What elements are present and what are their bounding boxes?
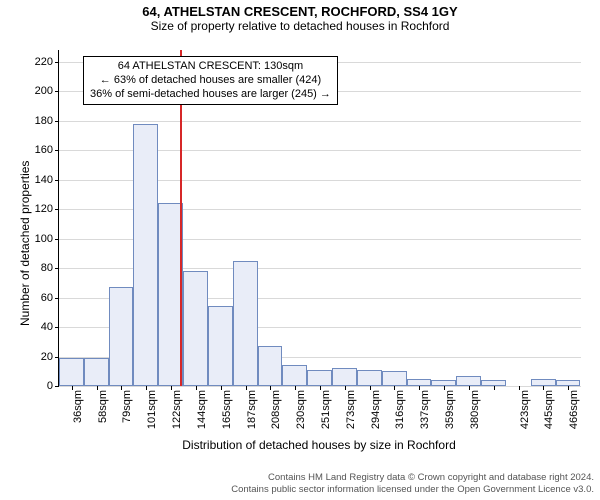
histogram-bar [407,379,432,386]
figure-container: { "title": "64, ATHELSTAN CRESCENT, ROCH… [0,0,600,500]
annotation-line2: ← 63% of detached houses are smaller (42… [90,74,331,88]
histogram-bar [332,368,357,386]
histogram-bar [258,346,283,386]
annotation-line1: 64 ATHELSTAN CRESCENT: 130sqm [90,60,331,74]
histogram-bar [133,124,158,386]
histogram-bar [282,365,307,386]
plot-area: 020406080100120140160180200220 36sqm58sq… [58,50,581,387]
annotation-line3: 36% of semi-detached houses are larger (… [90,88,331,102]
footer-attribution: Contains HM Land Registry data © Crown c… [0,472,594,496]
histogram-bar [59,358,84,386]
footer-line2: Contains public sector information licen… [0,484,594,496]
annotation-box: 64 ATHELSTAN CRESCENT: 130sqm ← 63% of d… [83,56,338,105]
histogram-bar [357,370,382,386]
histogram-bar [456,376,481,386]
histogram-bar [307,370,332,386]
chart-subtitle: Size of property relative to detached ho… [0,19,600,33]
chart-title: 64, ATHELSTAN CRESCENT, ROCHFORD, SS4 1G… [0,0,600,19]
histogram-bar [531,379,556,386]
x-axis-label: Distribution of detached houses by size … [58,438,580,452]
y-axis-label: Number of detached properties [18,161,32,326]
histogram-bar [109,287,134,386]
histogram-bar [233,261,258,386]
histogram-bar [183,271,208,386]
histogram-bar [382,371,407,386]
footer-line1: Contains HM Land Registry data © Crown c… [0,472,594,484]
histogram-bar [84,358,109,386]
histogram-bar [208,306,233,386]
